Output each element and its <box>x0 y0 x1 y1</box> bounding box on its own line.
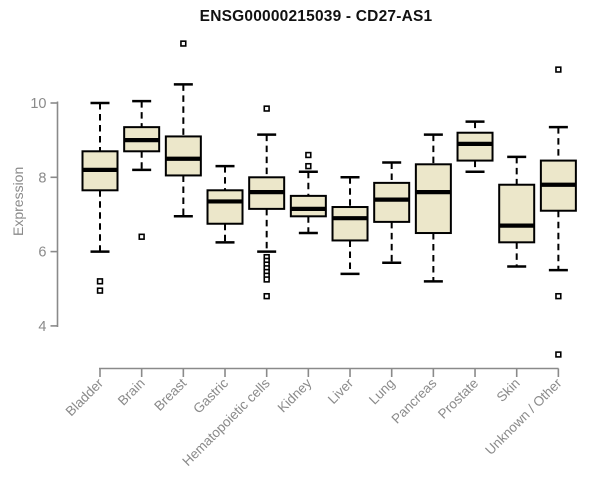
x-category-label: Brain <box>115 376 148 409</box>
y-axis: 4 6 8 10 <box>30 96 59 335</box>
iqr-box <box>373 181 411 223</box>
box-pancreas <box>414 133 452 283</box>
x-category-label: Skin <box>494 376 523 405</box>
outlier-point <box>305 151 312 159</box>
iqr-box <box>331 206 369 242</box>
box-liver <box>331 176 369 276</box>
x-category-label: Unknown / Other <box>482 375 565 458</box>
outlier-point <box>263 276 270 283</box>
y-tick-label: 4 <box>38 319 46 335</box>
x-category-label: Breast <box>151 375 189 413</box>
box-prostate <box>456 120 494 173</box>
y-tick-label: 6 <box>38 245 46 261</box>
iqr-box <box>498 183 536 244</box>
outlier-point <box>180 40 187 47</box>
outlier-point <box>96 287 104 294</box>
outlier-point <box>263 105 270 112</box>
outlier-point <box>555 351 562 358</box>
x-category-label: Pancreas <box>389 375 440 426</box>
box-breast <box>164 40 202 218</box>
y-tick-label: 8 <box>38 170 46 186</box>
outlier-point <box>555 66 562 73</box>
outlier-point <box>96 278 104 285</box>
x-category-label: Liver <box>325 375 357 407</box>
x-category-label: Prostate <box>435 376 481 422</box>
y-tick-label: 10 <box>30 96 46 112</box>
iqr-box <box>206 189 244 225</box>
outlier-point <box>263 292 270 300</box>
box-skin <box>498 155 536 268</box>
box-lung <box>373 161 411 264</box>
box-gastric <box>206 164 244 244</box>
outlier-point <box>138 233 145 240</box>
iqr-box <box>164 135 202 177</box>
box-hematopoietic-cells <box>248 105 286 300</box>
iqr-box <box>456 131 494 162</box>
iqr-box <box>289 194 327 218</box>
chart-title: ENSG00000215039 - CD27-AS1 <box>199 8 433 25</box>
box-kidney <box>289 151 327 235</box>
x-category-label: Kidney <box>275 375 315 415</box>
y-axis-title: Expression <box>10 166 26 236</box>
x-category-label: Lung <box>366 376 398 408</box>
x-category-label: Gastric <box>190 375 231 416</box>
x-category-label: Bladder <box>63 375 107 419</box>
box-unknown-other <box>539 66 577 358</box>
box-brain <box>123 99 161 240</box>
iqr-box <box>414 163 452 235</box>
box-bladder <box>81 101 119 294</box>
outlier-point <box>555 292 562 300</box>
outlier-point <box>305 162 312 170</box>
